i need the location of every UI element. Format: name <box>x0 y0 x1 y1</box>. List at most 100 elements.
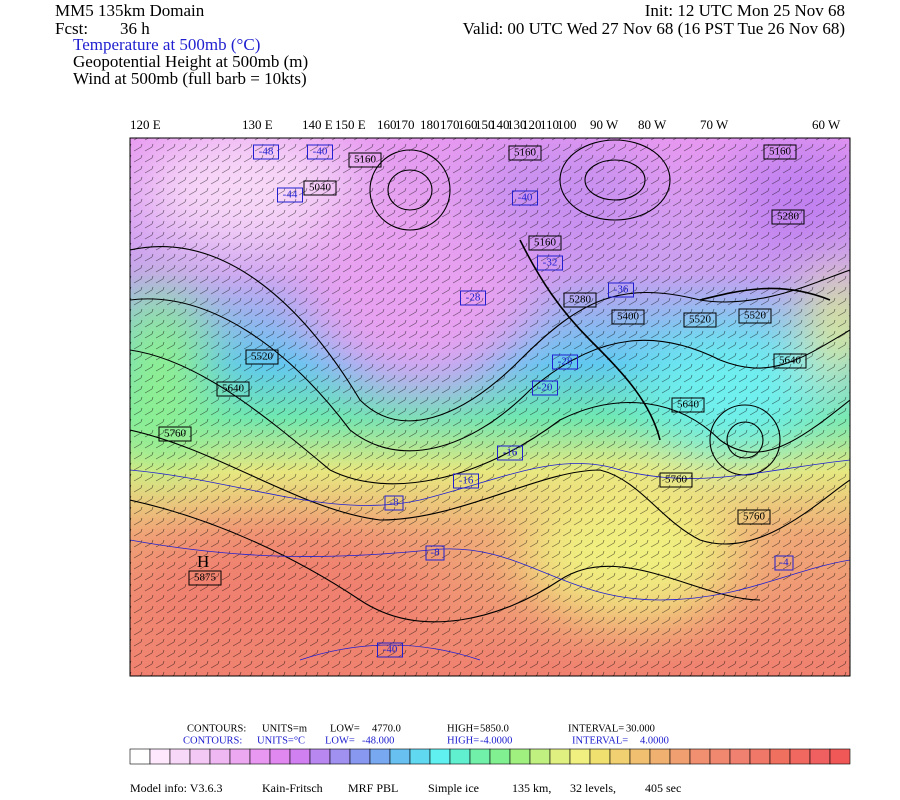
legend-height: UNITS=m <box>262 723 307 734</box>
color-bar-cell <box>189 748 211 765</box>
temperature-label-box <box>497 445 523 461</box>
temperature-label-box <box>425 545 445 561</box>
height-label-box <box>738 308 772 324</box>
height-label-box <box>611 309 645 325</box>
temperature-label-box <box>307 144 333 160</box>
legend-temperature: HIGH= <box>447 735 479 746</box>
temperature-label-box <box>774 555 794 571</box>
color-bar-cell <box>469 748 491 765</box>
legend-height: 30.000 <box>626 723 655 734</box>
height-label-box <box>683 312 717 328</box>
height-label: 5160 <box>514 147 537 159</box>
height-label: 5760 <box>164 428 187 440</box>
model-info: 32 levels, <box>570 781 616 795</box>
temperature-label: -48 <box>259 146 274 158</box>
height-label-box <box>158 426 192 442</box>
temperature-label-box <box>552 354 578 370</box>
temperature-label: -16 <box>459 475 474 487</box>
longitude-label: 150 <box>475 117 495 132</box>
temperature-label-box <box>277 187 303 203</box>
height-label-box <box>771 209 805 225</box>
temperature-label: -32 <box>543 257 558 269</box>
height-label: 5640 <box>779 355 802 367</box>
model-info: Simple ice <box>428 781 479 795</box>
height-label-box <box>303 180 337 196</box>
field-name: Wind at 500mb (full barb = 10kts) <box>73 69 307 88</box>
height-label-box <box>245 349 279 365</box>
temperature-label-box <box>608 282 634 298</box>
legend-height: 4770.0 <box>372 723 401 734</box>
temperature-label: -16 <box>503 447 518 459</box>
field-name: Geopotential Height at 500mb (m) <box>73 52 308 71</box>
legend-height: CONTOURS: <box>187 723 246 734</box>
legend-temperature: -48.000 <box>362 735 394 746</box>
temperature-label-box <box>377 642 403 658</box>
longitude-label: 130 E <box>242 117 273 132</box>
color-bar-cell <box>129 748 151 765</box>
temperature-label-box <box>512 190 538 206</box>
color-bar-cell <box>609 748 631 765</box>
legend-temperature: INTERVAL= <box>572 735 628 746</box>
height-label-box <box>508 145 542 161</box>
color-bar-cell <box>709 748 731 765</box>
height-label: 5160 <box>769 146 792 158</box>
temperature-label: -36 <box>614 284 629 296</box>
height-label-box <box>216 381 250 397</box>
color-bar-cell <box>589 748 611 765</box>
temperature-label: -40 <box>518 192 533 204</box>
height-label: 5640 <box>677 399 700 411</box>
color-bar-cell <box>289 748 311 765</box>
height-label: 5760 <box>743 511 766 523</box>
color-bar-cell <box>329 748 351 765</box>
map-field <box>130 138 850 676</box>
model-info: MRF PBL <box>348 781 398 795</box>
temperature-label: -44 <box>283 189 298 201</box>
legend-height: LOW= <box>330 723 360 734</box>
color-bar-cell <box>349 748 371 765</box>
color-bar-cell <box>629 748 651 765</box>
color-bar-cell <box>749 748 771 765</box>
valid-time: Valid: 00 UTC Wed 27 Nov 68 (16 PST Tue … <box>463 19 845 38</box>
temperature-label: -8 <box>389 497 399 509</box>
temperature-label: -20 <box>538 382 553 394</box>
color-bar-cell <box>529 748 551 765</box>
longitude-label: 80 W <box>638 117 667 132</box>
color-bar-cell <box>789 748 811 765</box>
init-time: Init: 12 UTC Mon 25 Nov 68 <box>645 1 845 20</box>
legend-temperature: 4.0000 <box>640 735 669 746</box>
height-label: 5280 <box>777 211 800 223</box>
color-bar-cell <box>429 748 451 765</box>
color-bar-cell <box>829 748 851 765</box>
color-bar-cell <box>769 748 791 765</box>
longitude-label: 120 E <box>130 117 161 132</box>
color-bar-cell <box>449 748 471 765</box>
height-label: 5640 <box>222 383 245 395</box>
longitude-label: 120 <box>522 117 542 132</box>
longitude-label: 160 <box>458 117 478 132</box>
height-label: 5040 <box>309 182 332 194</box>
longitude-label: 140 E <box>302 117 333 132</box>
title: MM5 135km Domain <box>55 1 205 20</box>
color-bar-cell <box>689 748 711 765</box>
height-label: 5520 <box>744 310 767 322</box>
color-bar-cell <box>209 748 231 765</box>
temperature-label: -40 <box>313 146 328 158</box>
field-name: Temperature at 500mb (°C) <box>73 35 260 54</box>
legend-temperature: CONTOURS: <box>183 735 242 746</box>
color-bar-cell <box>309 748 331 765</box>
color-bar-cell <box>229 748 251 765</box>
forecast-value: 36 h <box>120 19 150 38</box>
model-info: Kain-Fritsch <box>262 781 323 795</box>
height-label: 5760 <box>665 474 688 486</box>
map-frame <box>129 137 851 677</box>
longitude-label: 180 <box>420 117 440 132</box>
height-label: 5160 <box>354 154 377 166</box>
legend-temperature: UNITS=°C <box>257 735 305 746</box>
color-bar-cell <box>409 748 431 765</box>
legend-height: 5850.0 <box>480 723 509 734</box>
temperature-label: -40 <box>383 644 398 656</box>
model-info: 135 km, <box>512 781 551 795</box>
height-label: 5520 <box>251 351 274 363</box>
longitude-label: 90 W <box>590 117 619 132</box>
